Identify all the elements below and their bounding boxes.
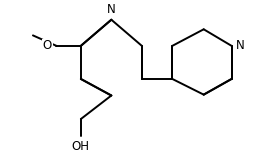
Text: N: N bbox=[236, 39, 245, 52]
Text: N: N bbox=[107, 3, 116, 16]
Text: O: O bbox=[43, 39, 52, 52]
Text: OH: OH bbox=[72, 140, 90, 153]
